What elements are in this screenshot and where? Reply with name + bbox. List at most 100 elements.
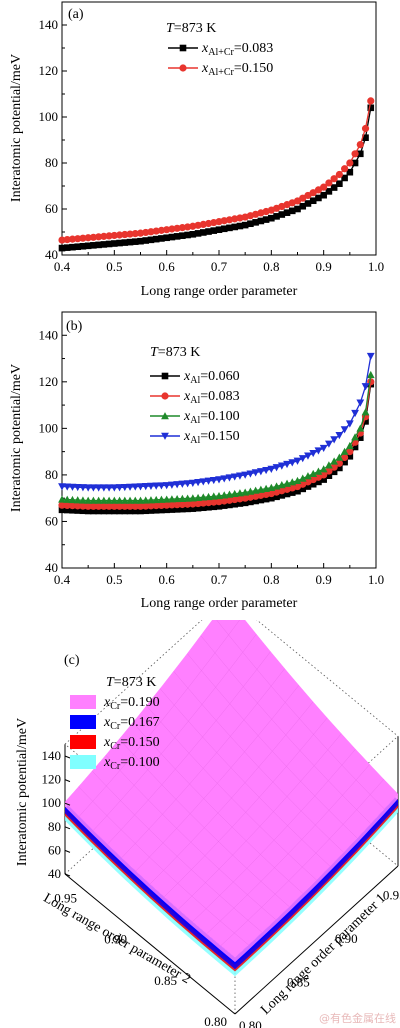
data-point [168, 495, 176, 503]
data-point [79, 242, 87, 250]
data-point [357, 150, 364, 158]
data-point [273, 493, 280, 501]
data-point [58, 501, 66, 509]
data-point [199, 493, 208, 501]
data-point [100, 232, 108, 240]
y-tick-label: 80 [45, 467, 58, 482]
legend-marker [161, 372, 169, 380]
data-point [68, 483, 77, 491]
data-point [320, 183, 328, 191]
data-point [241, 471, 250, 479]
x-tick-label: 0.6 [159, 572, 176, 587]
data-point [90, 507, 97, 515]
data-point [277, 462, 286, 470]
surface-face [64, 620, 399, 958]
data-point [361, 383, 370, 391]
data-point [298, 474, 307, 482]
data-point [110, 502, 118, 510]
data-point [105, 240, 113, 248]
legend-marker [179, 64, 187, 72]
chart-panel-c: 40 60 80 100 120 140 0.80 0.85 0.90 0.95 0.80 0.85 0… [15, 620, 400, 1028]
data-point [283, 209, 291, 216]
data-point [116, 239, 123, 247]
data-point [168, 233, 176, 241]
z-tick-label: 40 [48, 866, 61, 881]
x-tick-label: 0.7 [211, 259, 228, 274]
data-point [84, 234, 92, 242]
data-point [320, 471, 328, 479]
panel-label-a: (a) [68, 7, 84, 22]
data-point [63, 235, 71, 244]
surface-gridline [93, 634, 257, 831]
legend-label: xCr=0.100 [103, 755, 160, 772]
data-point [105, 484, 113, 492]
chart-panel-b: 0.4 0.5 0.6 0.7 0.8 0.9 1.0 40 60 80 100 120 140 (b)… [9, 311, 384, 611]
data-point [351, 443, 359, 451]
data-point [304, 452, 312, 460]
data-point [126, 483, 134, 491]
data-point [346, 159, 354, 167]
y-axis-title-b: Interatomic potential/meV [9, 364, 24, 512]
data-point [162, 482, 171, 490]
y-tick-label: 120 [39, 374, 59, 389]
data-point [136, 496, 145, 504]
legend-swatch [70, 715, 96, 729]
legend-entry-b-3: xAl=0.150 [150, 429, 240, 446]
x-tick-label: 0.9 [316, 572, 332, 587]
data-point [95, 233, 103, 241]
data-point [110, 496, 119, 504]
x-tick-label: 0.9 [316, 259, 332, 274]
data-point [188, 479, 197, 487]
legend-label: xCr=0.190 [103, 695, 160, 712]
legend-entry-b-0: xAl=0.060 [150, 369, 240, 386]
data-point [356, 399, 365, 407]
data-point [257, 217, 265, 225]
legend-entry-c-1: xCr=0.167 [70, 715, 160, 732]
data-point [199, 478, 208, 486]
data-point [74, 235, 82, 243]
data-point [90, 242, 97, 249]
data-point [362, 134, 369, 141]
data-point [126, 238, 134, 246]
data-point [173, 233, 181, 240]
data-point [120, 496, 129, 504]
data-point [319, 465, 328, 473]
legend-entry-b-2: xAl=0.100 [150, 409, 240, 426]
data-point [247, 498, 254, 506]
x-tick-label: 0.80 [239, 1018, 262, 1028]
data-point [315, 194, 322, 202]
data-point [58, 244, 66, 252]
x-tick-label: 0.6 [159, 259, 176, 274]
data-point [183, 480, 192, 488]
data-point [105, 496, 113, 504]
x-tick-label: 0.85 [287, 974, 310, 989]
data-point [110, 484, 119, 492]
data-point [152, 235, 160, 243]
data-point [268, 494, 275, 502]
z-tick-mark [64, 779, 71, 783]
data-point [69, 243, 76, 251]
data-point [231, 500, 238, 508]
x-tick-label: 0.95 [383, 887, 400, 902]
data-point [147, 502, 155, 510]
data-point [325, 188, 333, 195]
chart-panel-a: 0.4 0.5 0.6 0.7 0.8 0.9 1.0 40 60 80 100 120 140 (a)… [9, 1, 384, 299]
data-point [100, 241, 108, 248]
data-point [288, 207, 296, 215]
data-point [121, 502, 129, 510]
surface-gridline [216, 620, 385, 810]
data-point [111, 507, 118, 515]
data-point [94, 496, 103, 504]
series-a-0 [58, 104, 375, 252]
data-point [89, 496, 98, 504]
data-point [173, 224, 181, 232]
data-point [256, 468, 265, 476]
data-point [220, 475, 229, 483]
data-point [179, 505, 186, 513]
data-point [79, 507, 87, 515]
surface-x_Cr=0.190 [64, 620, 399, 963]
data-point [168, 506, 176, 513]
series-b-2 [58, 370, 375, 504]
x-tick-label: 0.90 [335, 931, 358, 946]
surface-gridline [79, 620, 240, 817]
